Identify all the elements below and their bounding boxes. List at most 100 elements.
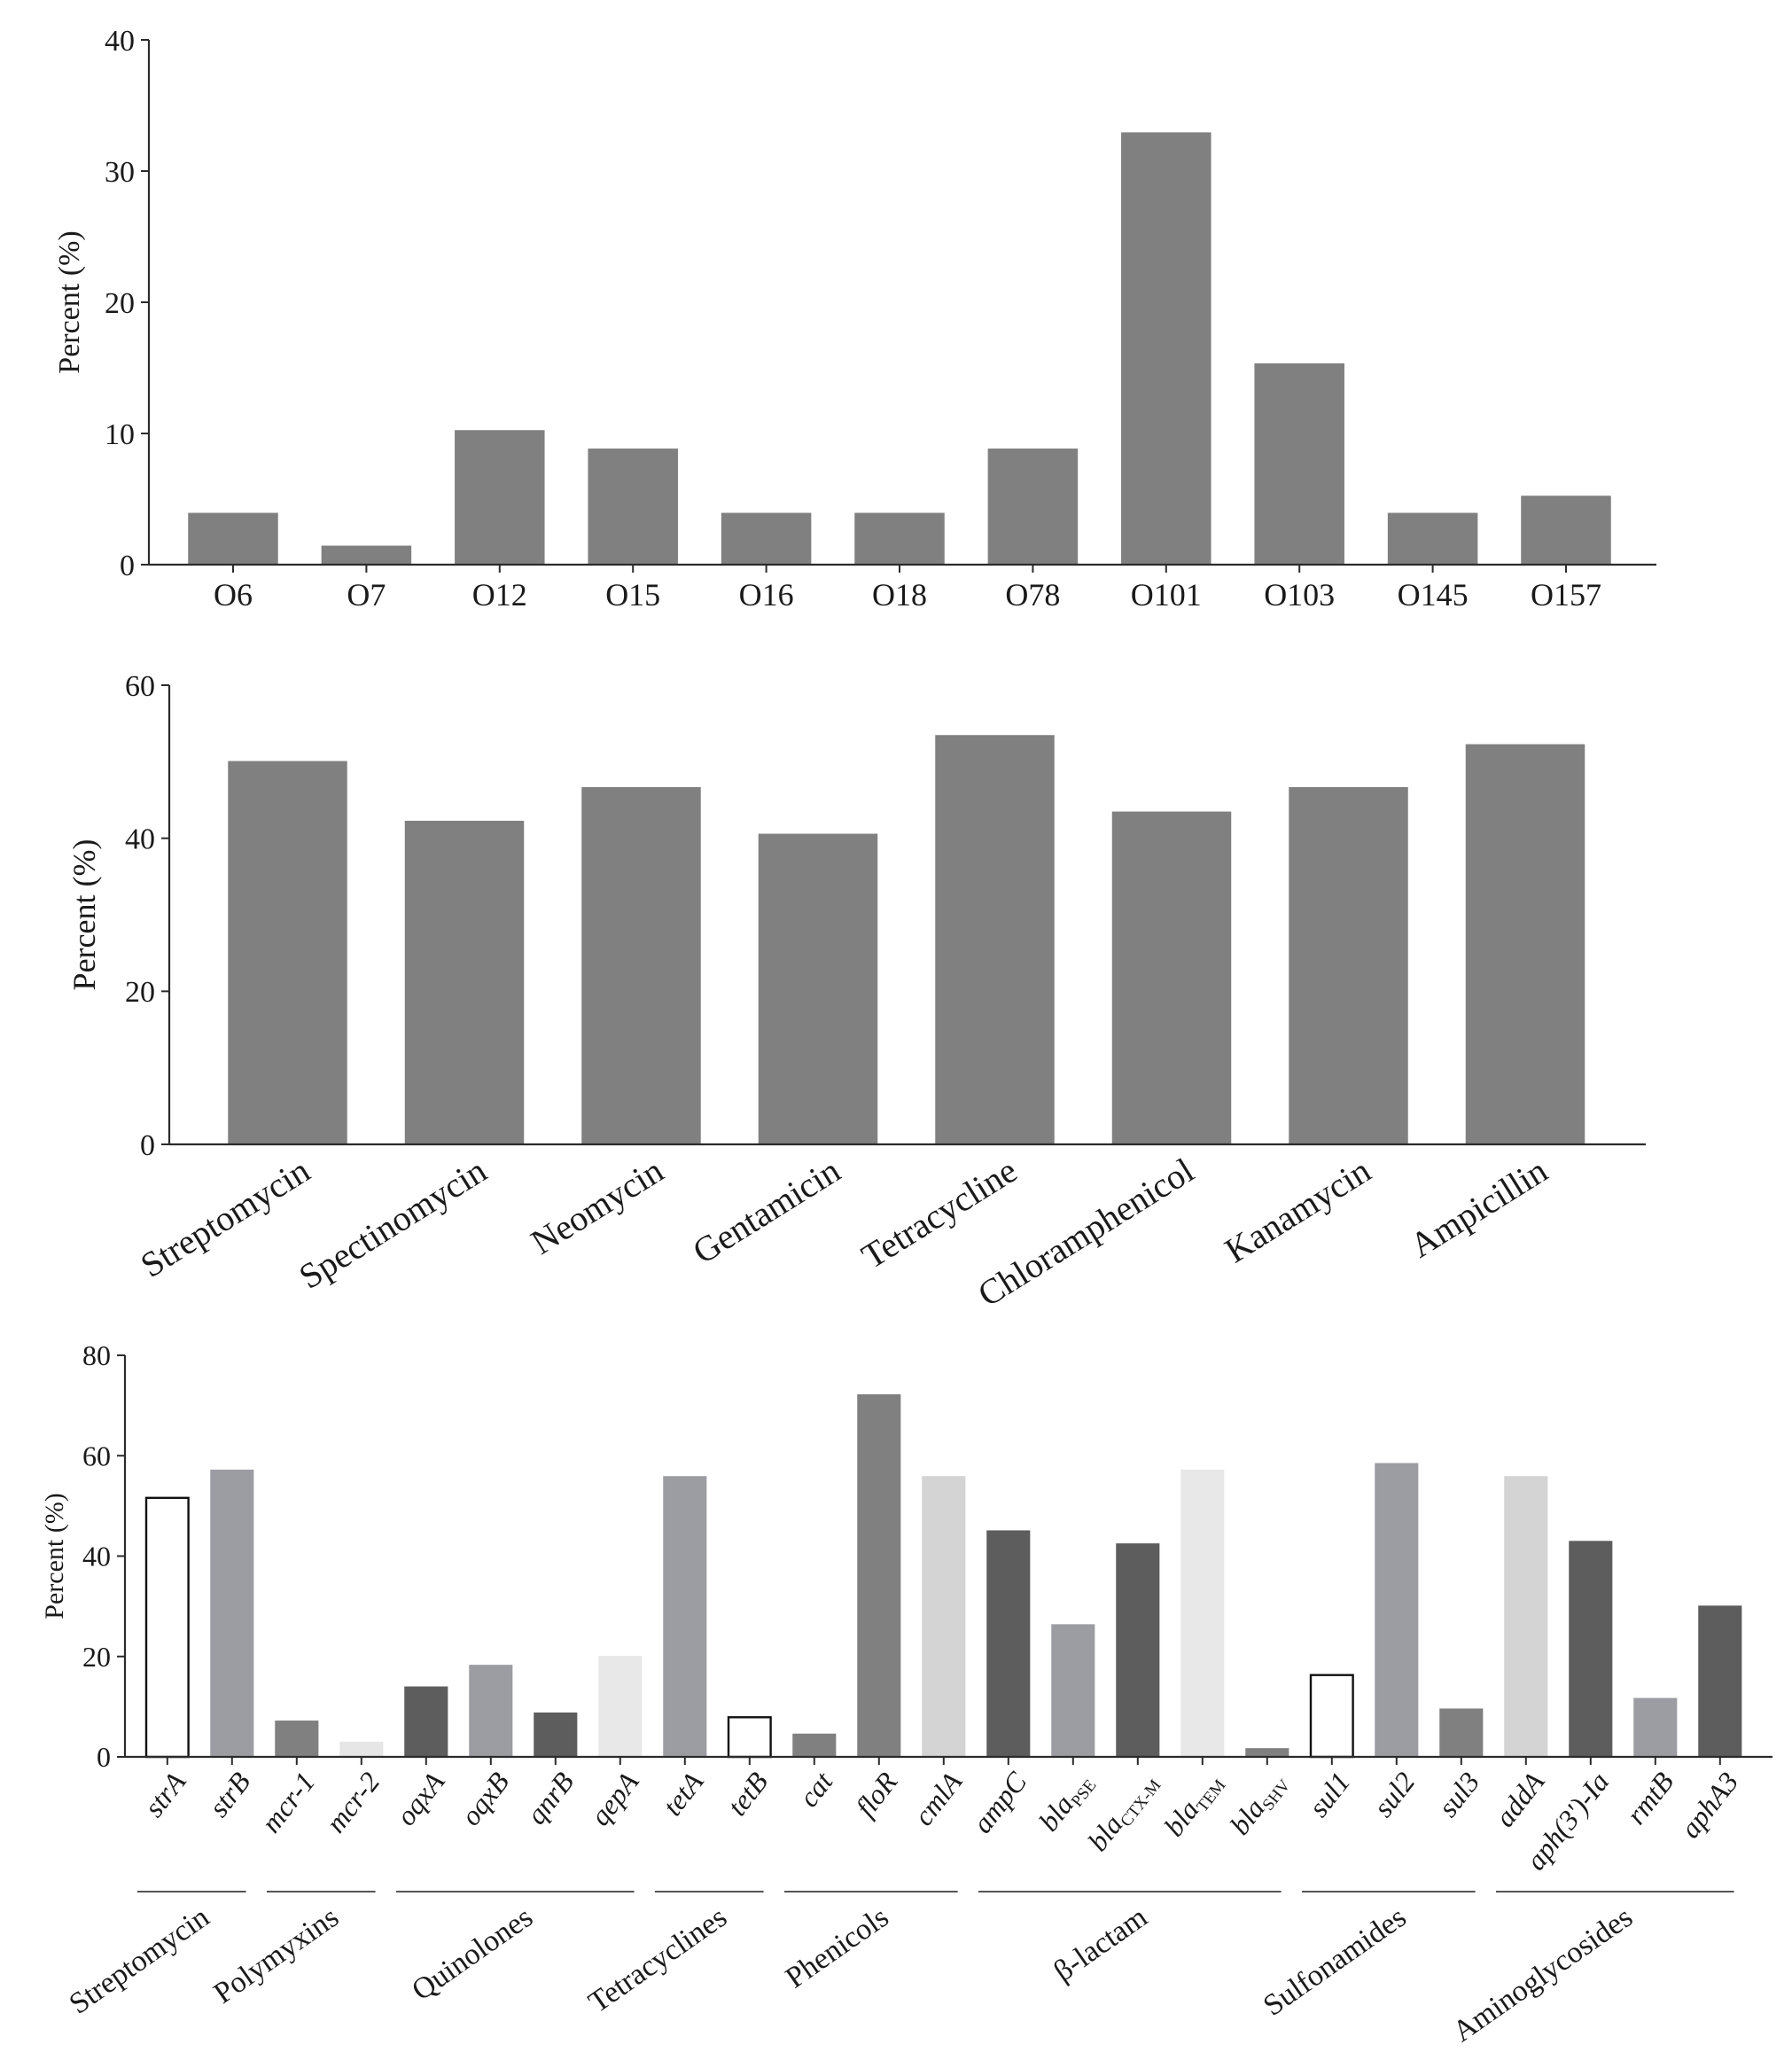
y-axis-label: Percent (%) [53,230,86,373]
bar-blatem [1180,1469,1225,1758]
x-tick-label: tetB [721,1766,774,1822]
bar-o101 [1121,132,1212,566]
bar-oqxa [404,1686,448,1758]
bar-qnrb [534,1712,578,1758]
serogroup-bar-chart: 0 10 20 30 40 Percent (%) O6 O7 O12 O15 O16 O18 O78 O… [53,25,1656,613]
bar-o103 [1254,363,1344,566]
x-tick-label: qepA [583,1766,644,1831]
bar-ampc [986,1530,1031,1758]
x-tick-label: tetA [656,1766,709,1822]
bar-apha3 [1698,1605,1742,1758]
y-tick-label: 40 [82,1541,111,1572]
y-tick-label: 60 [125,670,155,703]
bar-strb [210,1469,254,1758]
bar-gentamicin [758,833,878,1145]
bar-o16 [721,512,812,566]
bar-cmla [922,1476,966,1758]
x-tick-label: addA [1488,1766,1550,1833]
group-label: Quinolones [406,1900,539,2007]
x-tick-label: sul1 [1302,1766,1356,1822]
x-tick-label: Tetracycline [854,1150,1024,1276]
x-tick-label: O101 [1131,577,1202,613]
x-tick-label: Kanamycin [1218,1150,1377,1270]
bar-blactx-m [1116,1543,1160,1758]
bar-mcr-2 [339,1741,384,1758]
x-tick-label: rmtB [1620,1766,1680,1830]
bar-sul2 [1375,1463,1419,1758]
bar-cat [792,1733,837,1758]
y-tick-label: 10 [105,418,135,451]
y-tick-label: 0 [140,1129,155,1162]
bar-streptomycin [228,761,347,1145]
bar-tetracycline [935,735,1055,1145]
bar-kanamycin [1289,786,1408,1145]
y-tick-label: 0 [120,550,135,582]
bar-o12 [455,430,545,566]
bar-sul1 [1309,1674,1354,1759]
y-tick-label: 20 [125,976,155,1009]
x-tick-label: O145 [1398,577,1469,613]
y-tick-label: 0 [97,1741,111,1773]
group-label: Phenicols [780,1900,895,1994]
group-label: Sulfonamides [1258,1900,1412,2023]
x-tick-label: cmlA [907,1766,968,1831]
y-tick-label: 60 [82,1440,111,1472]
bar-rmtb [1633,1697,1678,1758]
bar-o78 [987,449,1079,566]
x-tick-label: ampC [966,1766,1033,1839]
bar-o6 [188,512,278,566]
bar-sul3 [1439,1708,1484,1758]
bar-o7 [321,545,412,566]
x-tick-label: mcr-1 [254,1766,321,1838]
y-tick-label: 30 [105,156,135,189]
x-tick-label: oqxA [389,1766,450,1831]
x-tick-label: mcr-2 [319,1766,386,1838]
x-tick-label: O7 [347,577,386,613]
bar-blashv [1245,1748,1289,1758]
x-tick-label: aphA3 [1674,1766,1745,1844]
bar-o145 [1387,512,1478,566]
x-tick-label: O157 [1531,577,1601,613]
x-tick-label: O18 [872,577,927,613]
x-tick-label: Ampicillin [1403,1150,1554,1265]
bar-neomycin [581,786,701,1145]
bar-chloramphenicol [1111,811,1232,1145]
x-tick-label: floR [849,1766,903,1823]
gene-subscript: TEM [1193,1776,1229,1816]
group-label: Aminoglycosides [1447,1900,1639,2048]
y-axis-label: Percent (%) [40,1493,69,1619]
x-tick-label: O6 [214,577,253,613]
x-tick-label: Gentamicin [686,1150,847,1271]
x-tick-label: O12 [472,577,527,613]
x-tick-label: O78 [1005,577,1060,613]
y-tick-label: 20 [105,287,135,320]
antibiotic-resistance-bar-chart: 0 20 40 60 Percent (%) StreptomycinSpectinomy… [66,670,1646,1315]
bar-o18 [854,512,945,566]
y-tick-label: 40 [105,25,135,58]
group-label: Polymyxins [208,1900,345,2010]
bar-mcr-1 [275,1721,319,1758]
bar-adda [1504,1476,1548,1758]
x-tick-label: O103 [1264,577,1335,613]
y-tick-label: 80 [82,1339,111,1371]
group-label: β-lactam [1048,1900,1153,1988]
bar-flor [857,1393,901,1758]
x-tick-label: O15 [605,577,660,613]
x-tick-label: blaSHV [1223,1766,1294,1843]
bar-o157 [1521,496,1611,566]
group-label: Tetracyclines [583,1900,733,2019]
bar-tetb [727,1716,772,1759]
y-axis-label: Percent (%) [66,839,102,991]
x-tick-label: cat [792,1765,839,1813]
bar-teta [663,1476,707,1758]
bar-oqxb [469,1665,513,1758]
gene-subscript: PSE [1068,1776,1101,1811]
x-tick-label: strB [202,1766,256,1822]
x-tick-label: sul2 [1367,1766,1421,1822]
x-tick-label: Spectinomycin [292,1150,493,1296]
x-tick-label: Neomycin [524,1150,670,1261]
x-tick-label: qnrB [520,1766,580,1830]
y-tick-label: 40 [125,823,155,856]
